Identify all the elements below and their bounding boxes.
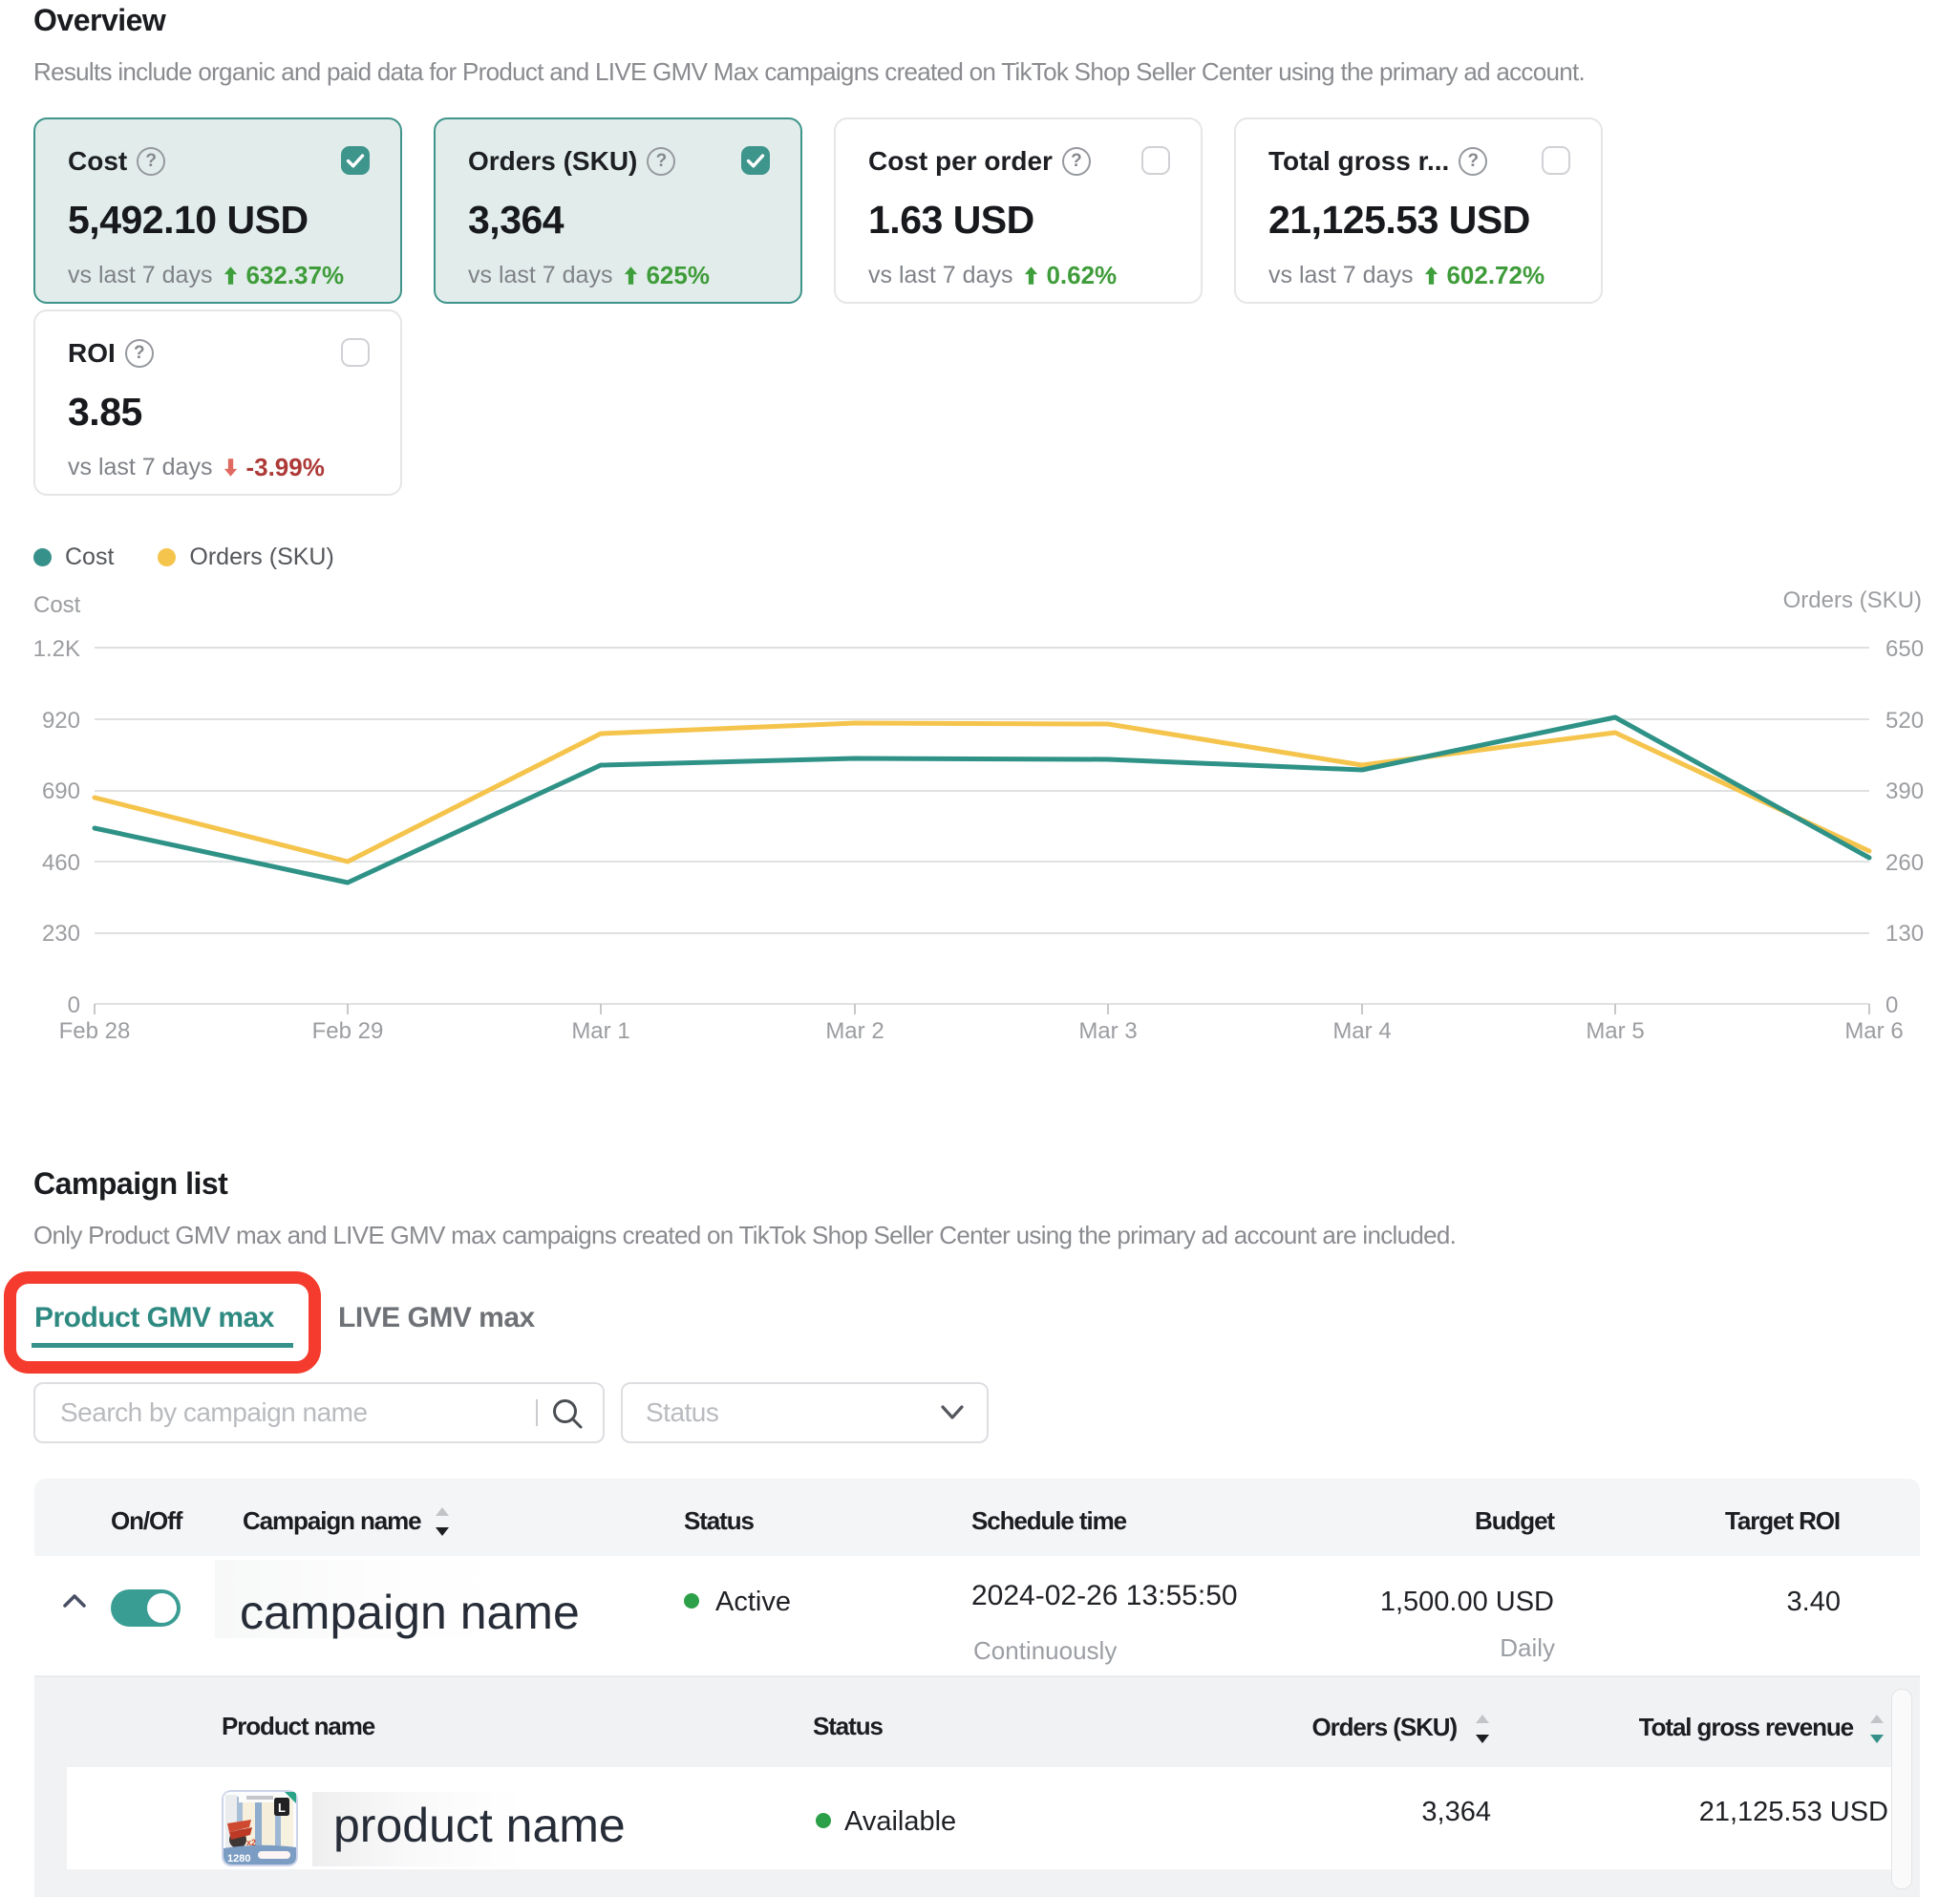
svg-text:920: 920: [42, 708, 80, 734]
svg-text:Cost: Cost: [33, 592, 81, 618]
svg-text:1280: 1280: [227, 1853, 250, 1865]
svg-text:Mar 3: Mar 3: [1078, 1018, 1137, 1044]
svg-text:230: 230: [42, 921, 80, 947]
svg-text:Feb 29: Feb 29: [312, 1018, 384, 1044]
svg-text:Mar 4: Mar 4: [1332, 1018, 1391, 1044]
svg-text:130: 130: [1885, 921, 1924, 947]
svg-text:Orders (SKU): Orders (SKU): [1783, 587, 1922, 613]
svg-text:L: L: [278, 1801, 286, 1815]
svg-text:0: 0: [68, 992, 80, 1018]
svg-text:x2: x2: [246, 1838, 256, 1847]
svg-text:0: 0: [1885, 992, 1898, 1018]
svg-text:Mar 5: Mar 5: [1586, 1018, 1644, 1044]
svg-text:520: 520: [1885, 708, 1924, 734]
svg-text:690: 690: [42, 778, 80, 804]
svg-text:Mar 1: Mar 1: [571, 1018, 629, 1044]
svg-text:650: 650: [1885, 636, 1924, 662]
svg-text:1.2K: 1.2K: [33, 636, 80, 662]
svg-text:Mar 2: Mar 2: [825, 1018, 884, 1044]
svg-text:Feb 28: Feb 28: [59, 1018, 131, 1044]
svg-text:Mar 6: Mar 6: [1844, 1018, 1903, 1044]
svg-text:390: 390: [1885, 778, 1924, 804]
svg-text:260: 260: [1885, 850, 1924, 876]
svg-text:460: 460: [42, 850, 80, 876]
